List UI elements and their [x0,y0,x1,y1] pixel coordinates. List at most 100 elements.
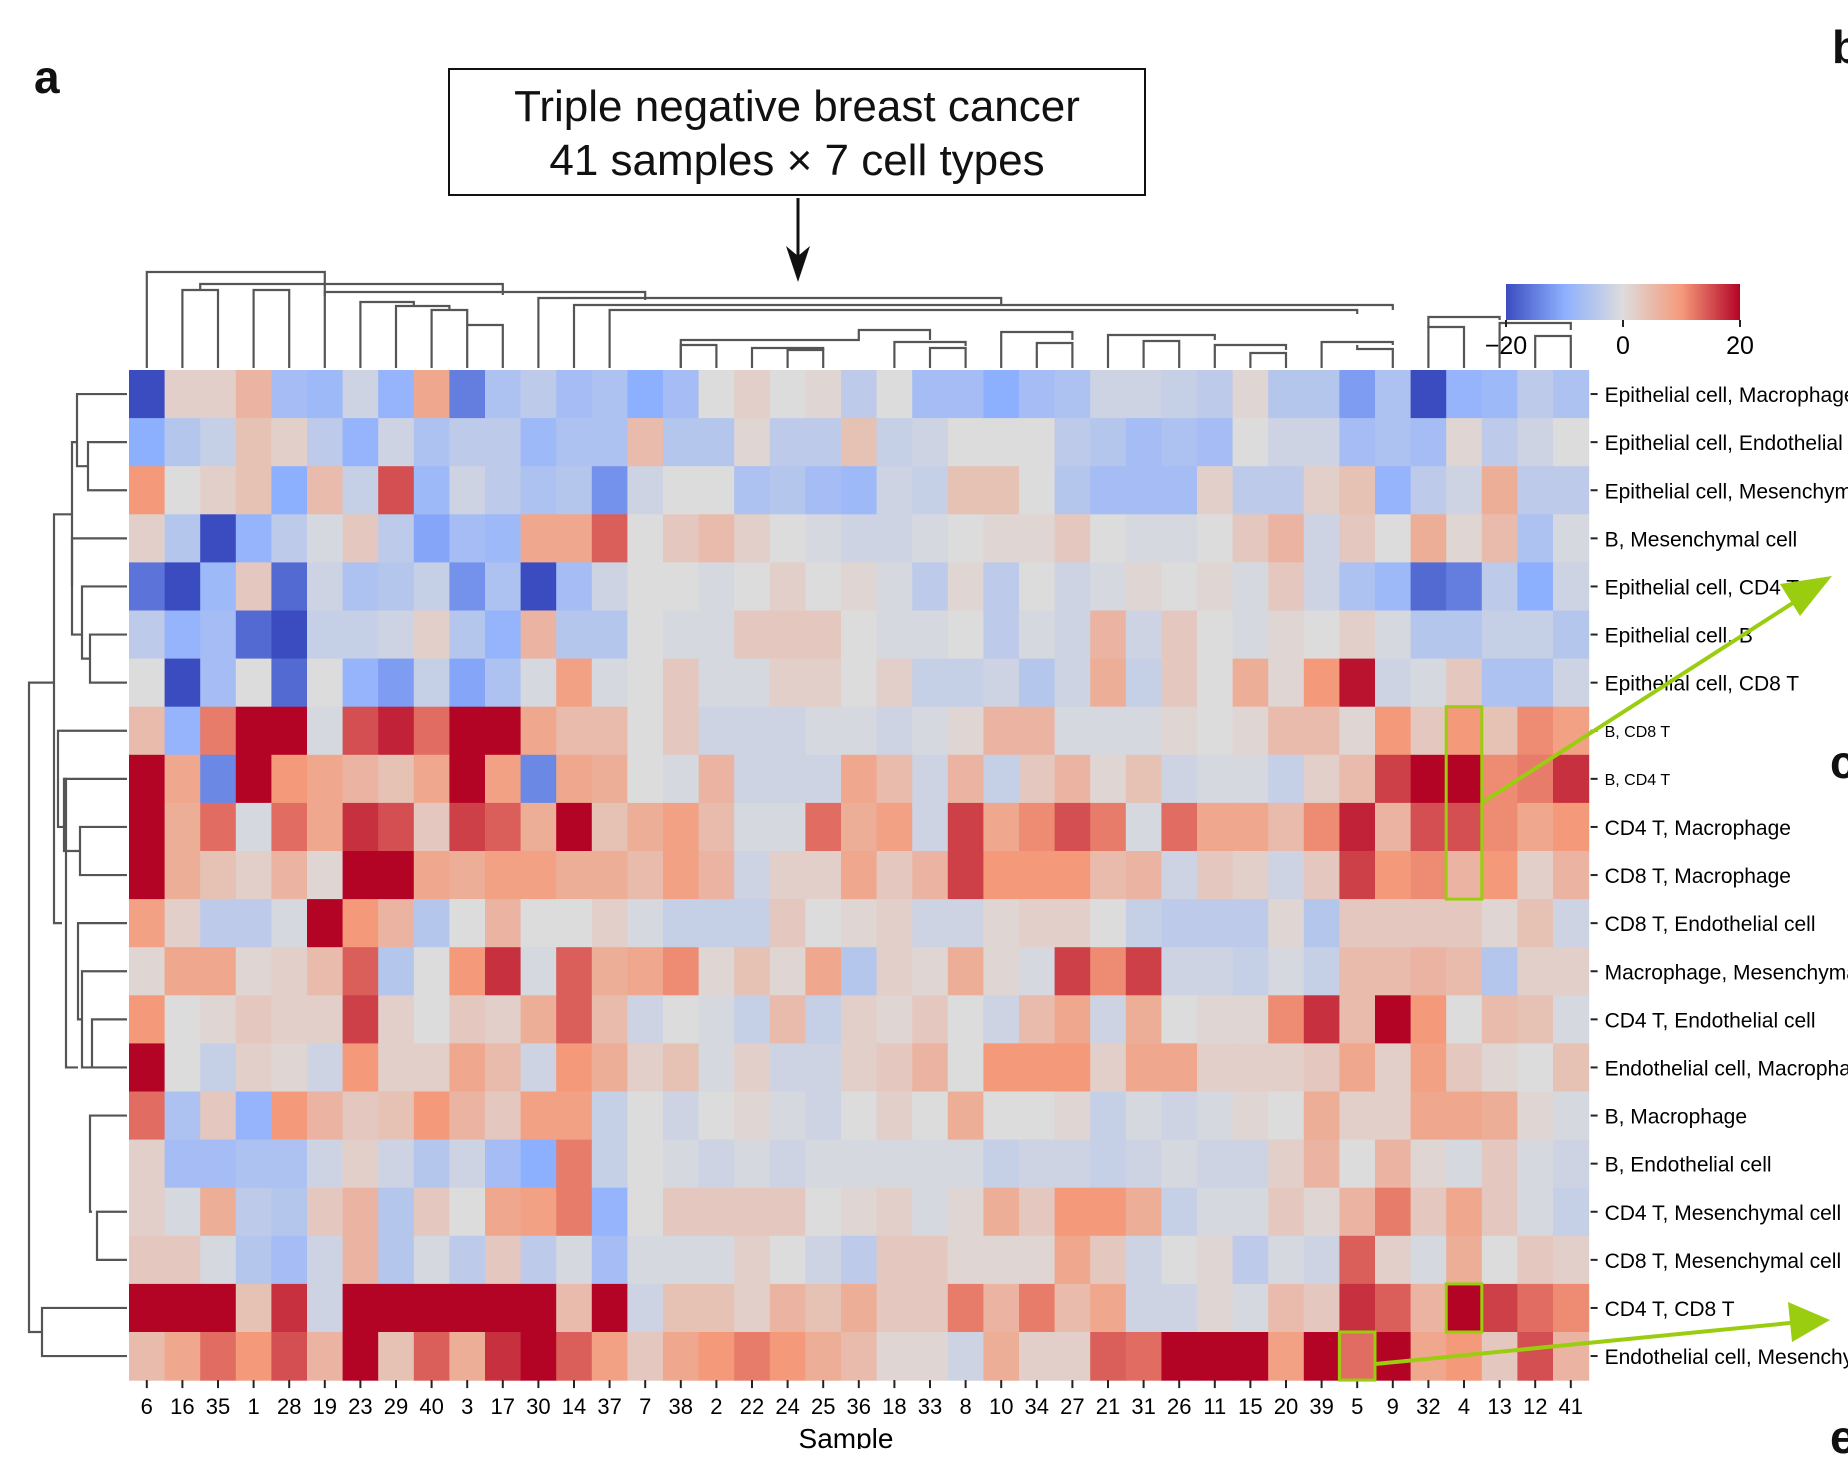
heatmap-cell [129,370,166,419]
heatmap-cell [1019,1187,1056,1237]
heatmap-cell [876,899,913,948]
heatmap-cell [1446,851,1483,900]
x-tick-label: 5 [1351,1394,1363,1419]
x-tick-label: 27 [1060,1394,1084,1419]
heatmap-cell [1375,947,1412,996]
heatmap-cell [378,610,415,660]
heatmap-cell [1090,418,1127,467]
dendro-branch [80,970,127,1069]
heatmap-cell [734,1043,771,1093]
heatmap-cell [1161,610,1198,660]
dendro-branch [86,441,127,492]
heatmap-cell [200,610,237,660]
heatmap-cell [734,562,771,612]
heatmap-cell [1517,466,1554,515]
colorbar-tick-label: 20 [1726,332,1754,360]
heatmap-cell [485,1139,522,1189]
heatmap-cell [235,370,272,419]
heatmap-cell [271,1043,308,1093]
heatmap-cell [698,899,735,948]
heatmap-cell [556,754,593,804]
dendro-branch [76,922,127,1021]
heatmap-cell [200,851,237,900]
heatmap-cell [520,466,557,515]
heatmap-cell [876,610,913,660]
heatmap-cell [1197,562,1234,612]
heatmap-cell [627,995,664,1044]
heatmap-cell [805,1043,842,1093]
heatmap-cell [1410,947,1447,996]
heatmap-cell [841,562,878,612]
heatmap-cell [1446,466,1483,515]
x-tick-label: 24 [775,1394,799,1419]
heatmap-cell [378,754,415,804]
heatmap-cell [1446,418,1483,467]
heatmap-cell [378,562,415,612]
heatmap-cell [805,1332,842,1381]
heatmap-cell [1517,995,1554,1044]
heatmap-cell [1303,1091,1340,1141]
heatmap-cell [663,1235,700,1285]
heatmap-cell [129,754,166,804]
heatmap-cell [413,562,450,612]
heatmap-cell [841,1187,878,1237]
heatmap-cell [485,754,522,804]
dendro-branch [466,323,504,368]
heatmap-cell [378,1235,415,1285]
heatmap-cell [1410,1043,1447,1093]
heatmap-cell [1410,514,1447,563]
heatmap-cell [485,851,522,900]
column-dendrogram [145,270,1572,368]
heatmap-cell [307,802,344,852]
heatmap-cell [627,658,664,708]
heatmap-cell [1090,610,1127,660]
dendro-branch [252,288,291,368]
dendro-branch [537,296,1003,368]
x-tick-label: 31 [1131,1394,1155,1419]
heatmap-cell [1553,610,1590,660]
heatmap-cell [1125,514,1162,563]
heatmap-cell [734,1235,771,1285]
heatmap-cell [1054,658,1091,708]
heatmap-cell [1232,466,1269,515]
heatmap-cell [1019,1332,1056,1381]
row-label: Epithelial cell, Endothelial cell [1605,432,1848,455]
heatmap-cell [449,466,486,515]
heatmap-cell [1019,754,1056,804]
heatmap-cell [413,706,450,756]
heatmap-cell [129,1187,166,1237]
heatmap-cell [413,1043,450,1093]
heatmap-cell [556,1332,593,1381]
heatmap-cell [342,995,379,1044]
dendro-branch [64,777,78,1069]
heatmap-cell [769,754,806,804]
heatmap-cell [271,706,308,756]
heatmap-cell [1446,1283,1483,1333]
heatmap-cell [1553,754,1590,804]
heatmap-cell [805,1235,842,1285]
heatmap-cell [1232,1235,1269,1285]
heatmap-cell [556,1283,593,1333]
heatmap-cell [1197,1332,1234,1381]
heatmap-cell [1375,802,1412,852]
heatmap-cell [1410,466,1447,515]
heatmap-cell [663,706,700,756]
x-tick-label: 39 [1309,1394,1333,1419]
heatmap-cell [769,899,806,948]
heatmap-cell [378,706,415,756]
heatmap-cell [1481,658,1518,708]
heatmap-cell [1517,706,1554,756]
heatmap-cell [1161,1283,1198,1333]
highlight-box [1444,1282,1484,1334]
heatmap-cell [1090,754,1127,804]
heatmap-cell [663,562,700,612]
heatmap-cell [378,418,415,467]
heatmap-cell [627,1091,664,1141]
heatmap-cell [129,706,166,756]
heatmap-cell [947,899,984,948]
heatmap-cell [591,754,628,804]
heatmap-cell [841,1043,878,1093]
heatmap-cell [413,899,450,948]
heatmap-cell [200,995,237,1044]
heatmap-cell [983,802,1020,852]
